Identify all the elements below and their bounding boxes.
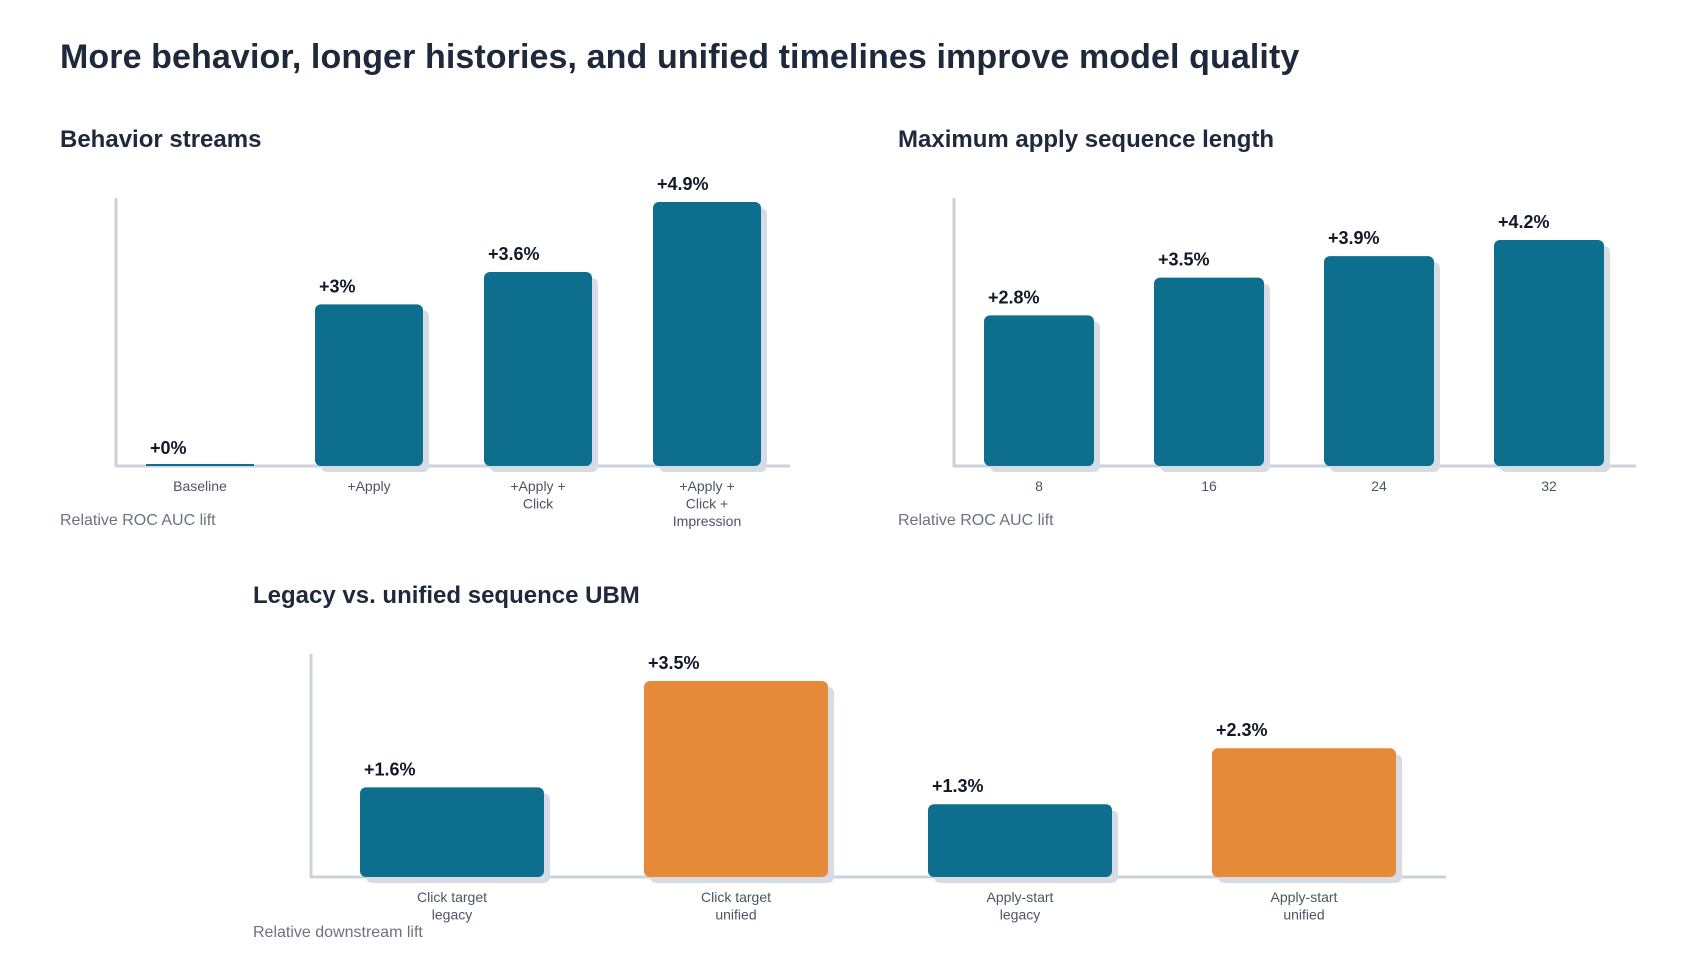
length-value-label: +2.8% (988, 287, 1040, 307)
length-bar (984, 315, 1094, 466)
streams-value-label: +3% (319, 276, 356, 296)
length-value-label: +3.9% (1328, 228, 1380, 248)
streams-category-label: Click + (686, 496, 728, 512)
ubm-value-label: +2.3% (1216, 720, 1268, 740)
streams-category-label: +Apply (347, 478, 390, 494)
ubm-category-label: legacy (432, 907, 472, 923)
streams-bar (653, 202, 761, 466)
streams-bar (484, 272, 592, 466)
streams-value-label: +0% (150, 438, 187, 458)
length-value-label: +3.5% (1158, 250, 1210, 270)
streams-category-label: Impression (673, 513, 741, 529)
ubm-bar (644, 681, 828, 877)
ubm-bar (928, 804, 1112, 877)
length-value-label: +4.2% (1498, 212, 1550, 232)
ubm-value-label: +3.5% (648, 653, 700, 673)
length-category-label: 32 (1541, 478, 1557, 494)
streams-category-label: +Apply + (510, 478, 565, 494)
length-category-label: 16 (1201, 478, 1217, 494)
ubm-category-label: unified (1283, 907, 1324, 923)
sequence-length-axis-note: Relative ROC AUC lift (898, 512, 1054, 529)
streams-bar (315, 304, 423, 466)
length-bar (1324, 256, 1434, 466)
ubm-category-label: Apply-start (1271, 889, 1338, 905)
streams-bar (146, 464, 254, 466)
streams-category-label: Click (523, 496, 554, 512)
ubm-category-label: legacy (1000, 907, 1040, 923)
ubm-category-label: unified (715, 907, 756, 923)
streams-value-label: +3.6% (488, 244, 540, 264)
ubm-value-label: +1.3% (932, 776, 984, 796)
ubm-category-label: Apply-start (987, 889, 1054, 905)
ubm-bar (360, 787, 544, 877)
page-title: More behavior, longer histories, and uni… (60, 38, 1300, 76)
ubm-comparison-title: Legacy vs. unified sequence UBM (253, 582, 640, 609)
behavior-streams-axis-note: Relative ROC AUC lift (60, 512, 216, 529)
ubm-category-label: Click target (701, 889, 771, 905)
length-bar (1494, 240, 1604, 466)
ubm-bar (1212, 748, 1396, 877)
sequence-length-title: Maximum apply sequence length (898, 126, 1275, 153)
length-bar (1154, 277, 1264, 466)
ubm-category-label: Click target (417, 889, 487, 905)
behavior-streams-title: Behavior streams (60, 126, 262, 153)
length-category-label: 8 (1035, 478, 1043, 494)
streams-category-label: +Apply + (679, 478, 734, 494)
ubm-value-label: +1.6% (364, 759, 416, 779)
streams-category-label: Baseline (173, 478, 227, 494)
length-category-label: 24 (1371, 478, 1387, 494)
streams-value-label: +4.9% (657, 174, 709, 194)
ubm-comparison-axis-note: Relative downstream lift (253, 924, 423, 941)
